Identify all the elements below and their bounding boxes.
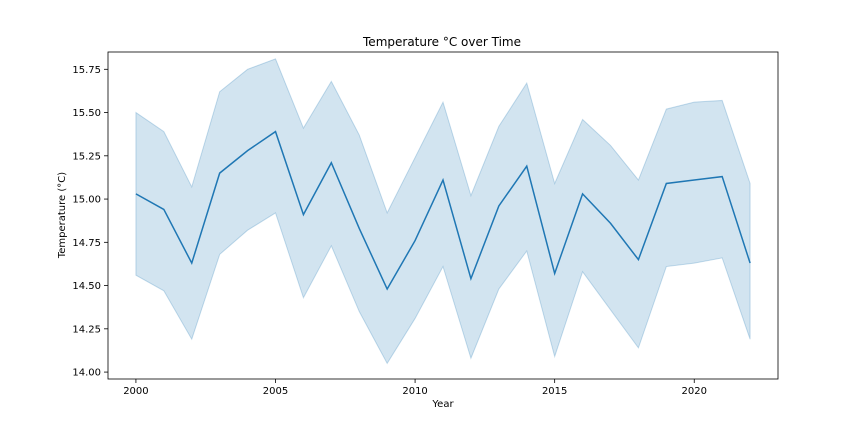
x-tick-label: 2020 [682,386,707,397]
data-point-2021 [721,175,724,178]
data-point-2019 [665,182,668,185]
data-point-2015 [553,272,556,275]
series-line [135,130,751,291]
y-tick-label: 15.50 [72,108,101,119]
y-tick-label: 14.00 [72,368,101,379]
data-point-2018 [637,258,640,261]
axes-frame [107,51,779,380]
x-tick-label: 2010 [402,386,427,397]
x-tick-label: 2000 [123,386,148,397]
data-point-2001 [162,208,165,211]
data-point-2006 [302,213,305,216]
data-point-2003 [218,172,221,175]
plot-area [134,58,752,365]
y-tick-label: 14.25 [72,324,101,335]
data-point-2010 [414,239,417,242]
data-point-2016 [581,192,584,195]
data-point-2012 [469,277,472,280]
data-point-2009 [386,288,389,291]
x-tick-label: 2005 [263,386,288,397]
y-axis: 14.00 14.25 14.50 14.75 15.00 15.25 15.50 15.75 [72,65,108,379]
y-tick-label: 15.75 [72,65,101,76]
data-point-2002 [190,262,193,265]
data-point-2008 [358,227,361,230]
data-point-2022 [749,262,752,265]
data-point-2014 [525,165,528,168]
y-tick-label: 14.75 [72,238,101,249]
x-axis: 2000 2005 2010 2015 2020 [123,379,707,397]
data-point-2013 [497,204,500,207]
confidence-band [135,58,751,365]
data-point-2017 [609,222,612,225]
chart-title: Temperature °C over Time [362,35,521,49]
x-tick-label: 2015 [542,386,567,397]
y-tick-label: 15.25 [72,151,101,162]
y-tick-label: 15.00 [72,195,101,206]
data-point-2020 [693,179,696,182]
data-point-2000 [134,192,137,195]
data-point-2004 [246,149,249,152]
y-axis-label: Temperature (°C) [57,172,68,259]
y-tick-label: 14.50 [72,281,101,292]
data-point-2011 [442,179,445,182]
x-axis-label: Year [431,399,454,410]
data-point-2005 [274,130,277,133]
data-point-2007 [330,161,333,164]
